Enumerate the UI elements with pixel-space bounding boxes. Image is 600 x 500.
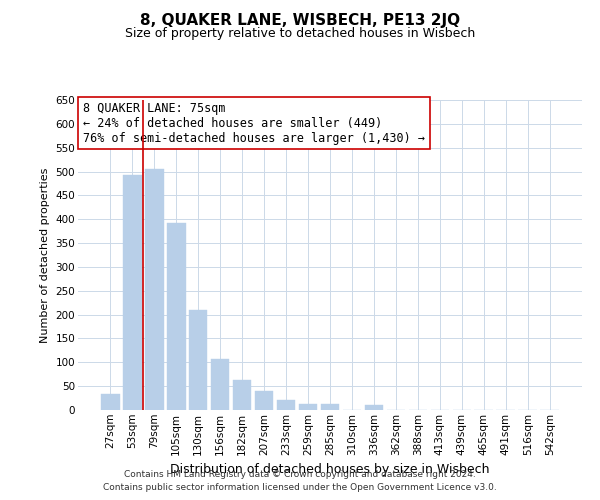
Text: 8 QUAKER LANE: 75sqm
← 24% of detached houses are smaller (449)
76% of semi-deta: 8 QUAKER LANE: 75sqm ← 24% of detached h… [83, 102, 425, 144]
Bar [167, 222, 185, 410]
Bar [101, 394, 119, 410]
Y-axis label: Number of detached properties: Number of detached properties [40, 168, 50, 342]
Bar [145, 169, 164, 410]
Text: 8, QUAKER LANE, WISBECH, PE13 2JQ: 8, QUAKER LANE, WISBECH, PE13 2JQ [140, 12, 460, 28]
Text: Size of property relative to detached houses in Wisbech: Size of property relative to detached ho… [125, 28, 475, 40]
Bar [255, 391, 274, 410]
Bar [320, 404, 340, 410]
X-axis label: Distribution of detached houses by size in Wisbech: Distribution of detached houses by size … [170, 463, 490, 476]
Bar [123, 175, 142, 410]
Bar [211, 359, 229, 410]
Bar [189, 310, 208, 410]
Bar [277, 400, 295, 410]
Text: Contains HM Land Registry data © Crown copyright and database right 2024.
Contai: Contains HM Land Registry data © Crown c… [103, 470, 497, 492]
Bar [233, 380, 251, 410]
Bar [299, 404, 317, 410]
Bar [365, 405, 383, 410]
